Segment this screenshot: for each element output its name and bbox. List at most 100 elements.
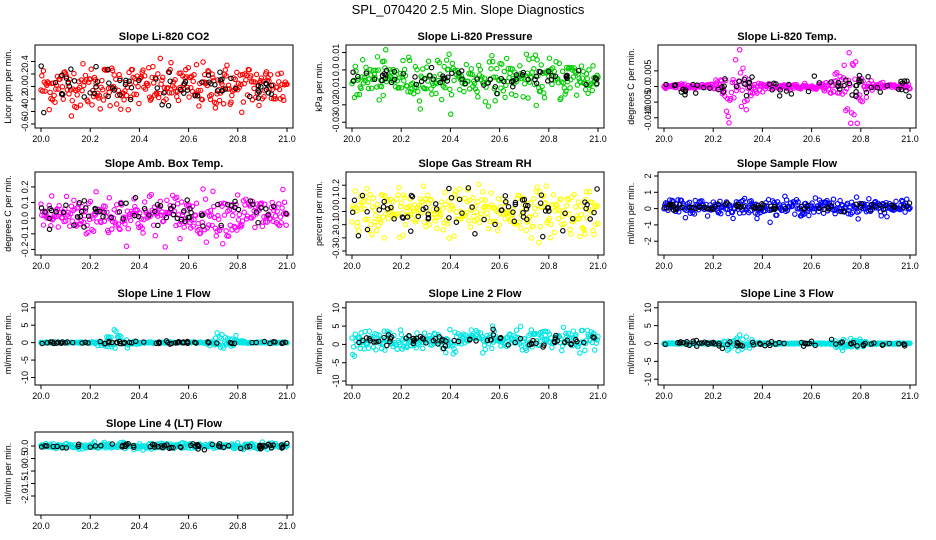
- data-point: [213, 100, 219, 107]
- data-point-black: [168, 444, 174, 451]
- data-point: [376, 97, 382, 103]
- data-point: [98, 219, 104, 226]
- data-point: [443, 57, 450, 63]
- plot-frame: [34, 431, 294, 516]
- data-point: [567, 85, 573, 91]
- data-point-black: [209, 441, 216, 448]
- data-point-black: [244, 444, 250, 450]
- data-point-black: [708, 340, 715, 346]
- data-point: [271, 204, 278, 211]
- data-point: [157, 55, 164, 62]
- data-point: [370, 195, 377, 201]
- data-point-black: [42, 442, 48, 449]
- data-point: [172, 77, 178, 83]
- y-tick-label: -0.2: [331, 230, 341, 246]
- data-point-black: [258, 204, 264, 211]
- y-tick-label: 10: [331, 303, 341, 313]
- data-point: [280, 94, 286, 100]
- data-point: [272, 213, 279, 219]
- data-point: [546, 55, 553, 61]
- data-point-black: [391, 68, 398, 75]
- data-point: [447, 111, 454, 117]
- data-point: [584, 215, 591, 221]
- x-tick-label: 20.2: [704, 391, 722, 401]
- x-tick-label: 21.0: [278, 391, 296, 401]
- data-point-black: [63, 202, 69, 209]
- data-point: [577, 233, 583, 240]
- data-point-black: [453, 219, 460, 225]
- data-point: [549, 344, 555, 351]
- x-tick-label: 20.2: [392, 134, 410, 144]
- data-point-black: [783, 88, 790, 94]
- data-point-black: [253, 339, 260, 346]
- data-point: [563, 330, 569, 337]
- data-point-black: [262, 443, 269, 449]
- data-point: [77, 102, 84, 108]
- data-point-black: [232, 85, 239, 92]
- data-point: [415, 88, 421, 95]
- data-point-black: [690, 338, 696, 344]
- data-point: [378, 83, 385, 90]
- data-point-black: [283, 211, 289, 217]
- data-point-black: [122, 443, 129, 450]
- data-point: [359, 57, 366, 63]
- data-point: [523, 227, 530, 234]
- x-tick-label: 20.4: [442, 261, 460, 271]
- data-point: [129, 66, 136, 73]
- x-tick-label: 20.4: [131, 261, 149, 271]
- data-point: [421, 330, 428, 336]
- data-point: [420, 85, 427, 91]
- y-tick-label: 0.0: [331, 64, 341, 77]
- data-point: [402, 221, 409, 228]
- data-point: [212, 105, 219, 111]
- data-point-black: [154, 201, 161, 208]
- data-point: [410, 208, 417, 214]
- data-point-black: [53, 209, 59, 215]
- data-point: [109, 226, 115, 232]
- data-point-black: [117, 92, 123, 98]
- data-point-black: [537, 69, 544, 75]
- data-point: [401, 194, 408, 201]
- data-point: [428, 86, 434, 92]
- data-point-black: [686, 342, 693, 349]
- data-point-black: [552, 73, 559, 80]
- data-point-black: [734, 339, 741, 346]
- data-point: [562, 91, 568, 97]
- data-point: [543, 183, 549, 189]
- x-tick-label: 20.4: [131, 134, 149, 144]
- data-point: [576, 216, 582, 222]
- y-axis-label: ml/min per min.: [314, 313, 324, 375]
- data-point: [415, 210, 422, 217]
- data-point: [466, 217, 472, 224]
- y-tick-label: -10: [643, 373, 653, 386]
- data-point-black: [444, 78, 451, 84]
- data-point: [200, 186, 206, 192]
- data-point-black: [591, 335, 597, 341]
- y-axis-label: kPa per min.: [314, 61, 324, 112]
- plot-frame: [34, 301, 294, 386]
- data-point-black: [863, 89, 870, 96]
- y-tick-label: -0.1: [20, 226, 30, 242]
- data-point: [186, 202, 192, 209]
- x-tick-label: 21.0: [589, 391, 607, 401]
- data-point-black: [93, 208, 99, 215]
- data-point: [69, 97, 76, 104]
- data-point-black: [877, 202, 883, 208]
- data-point-black: [263, 81, 270, 87]
- data-point: [586, 67, 592, 73]
- data-point: [366, 328, 373, 334]
- data-point-black: [889, 202, 895, 208]
- data-point: [468, 66, 475, 72]
- data-point: [373, 67, 379, 74]
- data-point-black: [93, 84, 99, 90]
- data-point-black: [69, 339, 76, 346]
- data-point: [280, 97, 287, 104]
- data-point: [71, 197, 77, 204]
- data-point: [214, 330, 220, 336]
- data-point-black: [120, 216, 126, 222]
- x-tick-label: 21.0: [901, 391, 919, 401]
- y-axis-label: degrees C per min.: [3, 175, 13, 252]
- data-point: [136, 100, 142, 107]
- data-point-black: [408, 228, 414, 234]
- data-point: [492, 98, 498, 104]
